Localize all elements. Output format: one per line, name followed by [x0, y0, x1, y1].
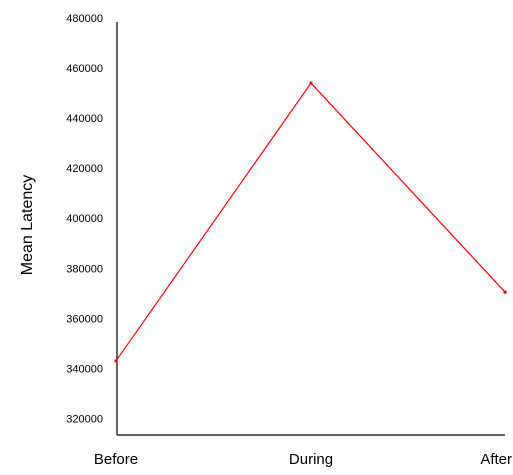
data-point [309, 81, 313, 85]
series-line [115, 82, 506, 362]
data-point [114, 359, 118, 363]
y-axis-ticks: 320000 340000 360000 380000 400000 420000 4400… [66, 13, 103, 425]
x-tick-label: During [289, 451, 333, 468]
y-axis-title: Mean Latency [19, 175, 36, 276]
y-tick-label: 440000 [66, 113, 103, 125]
x-tick-label: After [480, 451, 512, 468]
x-tick-label: Before [94, 451, 138, 468]
y-tick-label: 360000 [66, 313, 103, 325]
y-tick-label: 340000 [66, 363, 103, 375]
y-tick-label: 420000 [66, 163, 103, 175]
y-tick-label: 380000 [66, 263, 103, 275]
data-point [503, 290, 507, 294]
y-tick-label: 480000 [66, 13, 103, 25]
y-tick-label: 400000 [66, 213, 103, 225]
y-tick-label: 460000 [66, 63, 103, 75]
series-layer [114, 81, 507, 363]
x-axis-labels: Before During After [94, 451, 512, 468]
y-tick-label: 320000 [66, 413, 103, 425]
